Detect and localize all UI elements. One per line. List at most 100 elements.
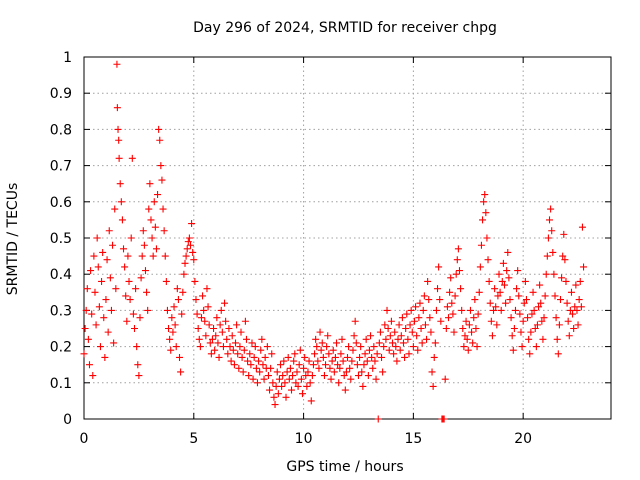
data-point xyxy=(264,372,272,380)
plot-frame xyxy=(83,56,612,420)
data-point xyxy=(578,223,586,231)
data-point xyxy=(120,245,128,253)
data-point xyxy=(577,303,585,311)
data-point xyxy=(455,267,463,275)
data-point xyxy=(476,263,484,271)
data-point xyxy=(508,332,516,340)
data-point xyxy=(320,372,328,380)
data-point xyxy=(148,234,156,242)
data-point xyxy=(414,346,422,354)
data-point xyxy=(169,328,177,336)
data-point xyxy=(398,314,406,322)
data-point xyxy=(412,303,420,311)
data-point xyxy=(99,248,107,256)
data-point xyxy=(81,325,89,332)
data-point xyxy=(83,285,91,293)
data-point xyxy=(451,292,459,300)
data-point xyxy=(464,346,472,354)
data-point xyxy=(307,397,315,405)
data-point xyxy=(255,357,263,365)
data-point xyxy=(253,379,261,387)
data-point xyxy=(268,350,276,358)
data-point xyxy=(474,310,482,318)
data-point xyxy=(497,306,505,314)
data-point xyxy=(382,335,390,343)
data-point xyxy=(454,245,462,253)
data-point xyxy=(342,368,350,376)
data-point xyxy=(111,205,119,213)
data-point xyxy=(335,379,343,387)
data-point xyxy=(234,350,242,358)
data-point xyxy=(533,321,541,329)
data-point xyxy=(168,314,176,322)
data-point xyxy=(552,314,560,322)
data-point xyxy=(341,386,349,394)
data-point xyxy=(311,350,319,358)
data-point xyxy=(351,317,359,325)
data-point xyxy=(345,343,353,351)
data-point xyxy=(280,357,288,365)
data-point xyxy=(392,343,400,351)
data-point xyxy=(354,372,362,380)
data-point xyxy=(117,198,125,206)
data-point xyxy=(549,248,557,256)
data-point xyxy=(383,306,391,314)
data-point xyxy=(190,256,198,264)
data-point xyxy=(374,415,382,423)
data-point xyxy=(219,343,227,351)
data-point xyxy=(328,357,336,365)
data-point xyxy=(529,288,537,296)
data-point xyxy=(191,277,199,285)
data-point xyxy=(107,306,115,314)
data-point xyxy=(346,364,354,372)
data-point xyxy=(206,339,214,347)
data-point xyxy=(285,375,293,383)
data-point xyxy=(249,375,257,383)
data-point xyxy=(359,382,367,390)
data-point xyxy=(114,125,122,133)
data-point xyxy=(580,263,588,271)
data-point xyxy=(271,401,279,409)
data-point xyxy=(361,350,369,358)
data-point xyxy=(356,353,364,361)
y-tick-label: 0.3 xyxy=(50,303,72,319)
data-point xyxy=(470,314,478,322)
data-point xyxy=(381,321,389,329)
data-point xyxy=(278,382,286,390)
data-point xyxy=(158,176,166,184)
data-point xyxy=(154,191,162,199)
data-point xyxy=(505,274,513,282)
data-point xyxy=(380,343,388,351)
data-point xyxy=(420,292,428,300)
data-point xyxy=(269,379,277,387)
data-point xyxy=(94,263,102,271)
data-point xyxy=(289,372,297,380)
data-point xyxy=(283,368,291,376)
data-point xyxy=(319,353,327,361)
data-point xyxy=(325,350,333,358)
data-point xyxy=(389,339,397,347)
data-point xyxy=(259,361,267,369)
data-point xyxy=(416,299,424,307)
data-point xyxy=(475,288,483,296)
data-point xyxy=(498,277,506,285)
data-point xyxy=(387,317,395,325)
data-point xyxy=(200,306,208,314)
data-point xyxy=(218,328,226,336)
data-point xyxy=(314,357,322,365)
data-point xyxy=(544,234,552,242)
data-point xyxy=(363,357,371,365)
data-point xyxy=(101,353,109,361)
data-point xyxy=(274,390,282,398)
data-point xyxy=(306,379,314,387)
x-axis-label: GPS time / hours xyxy=(286,459,403,475)
data-point xyxy=(136,314,144,322)
data-point xyxy=(435,263,443,271)
data-point xyxy=(178,310,186,318)
data-point xyxy=(402,325,410,332)
data-point xyxy=(555,321,563,329)
data-point xyxy=(82,306,90,314)
data-point xyxy=(266,386,274,394)
data-point xyxy=(477,241,485,249)
data-point xyxy=(238,353,246,361)
